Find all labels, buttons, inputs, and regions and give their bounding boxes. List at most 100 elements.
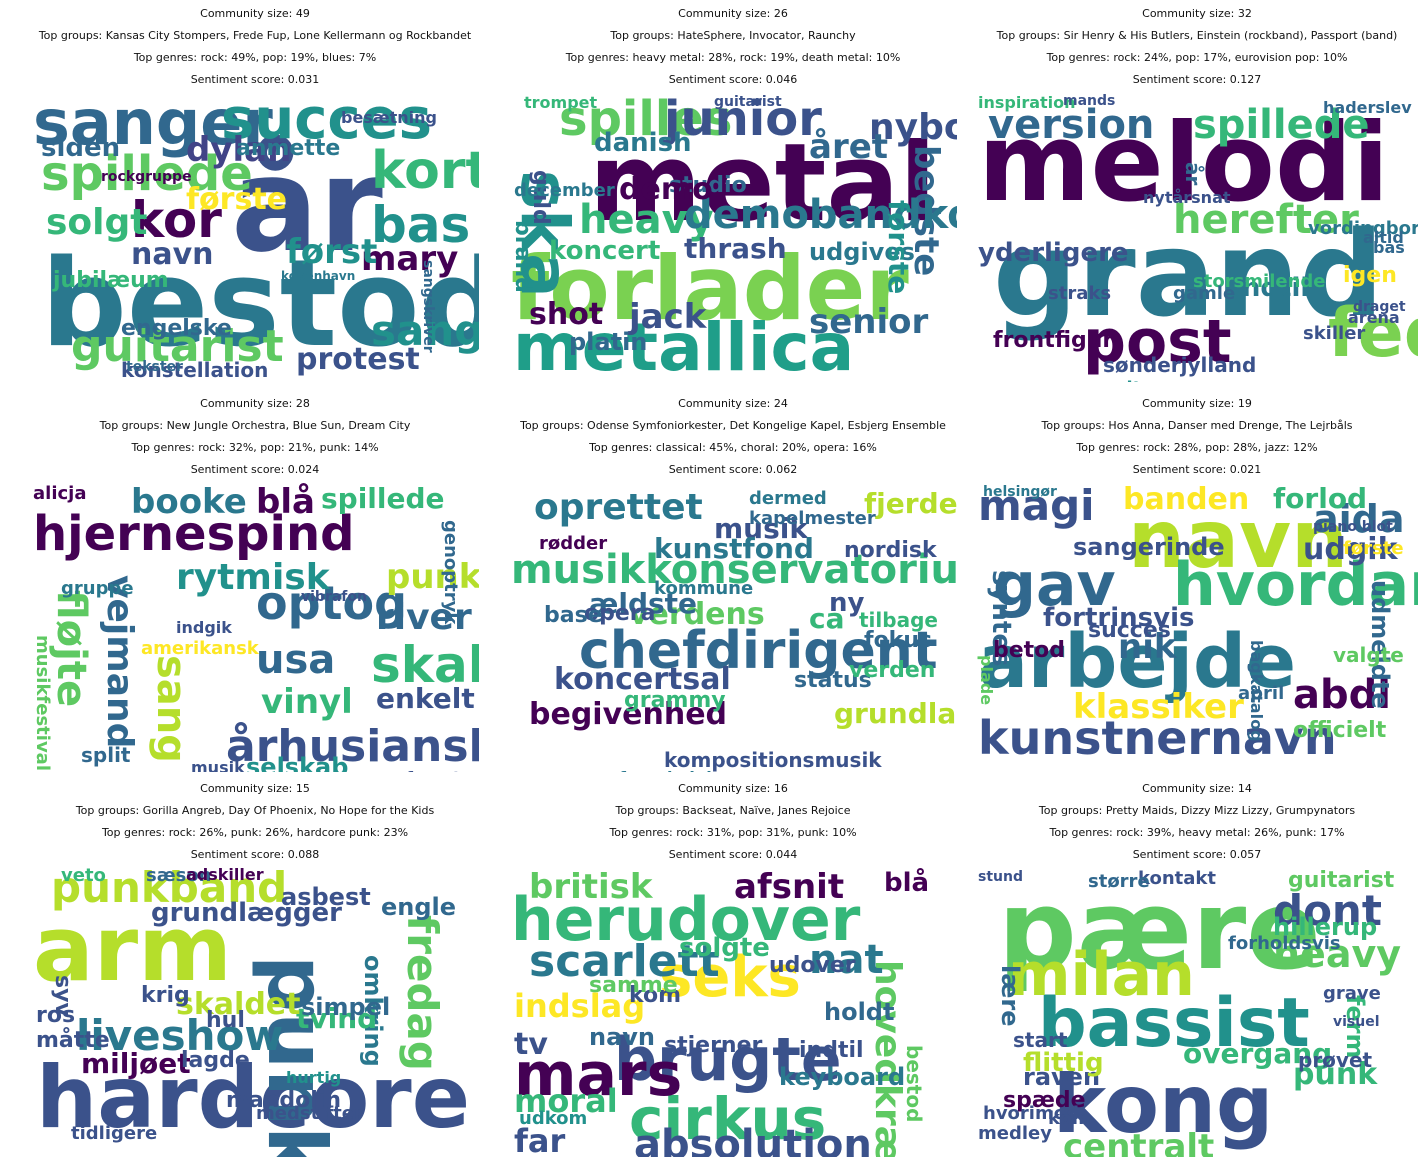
cloud-word: hvorimod	[983, 1103, 1079, 1124]
cloud-word: vejmand	[99, 575, 140, 749]
cloud-word: kontakt	[1138, 868, 1216, 889]
cloud-word: siden	[41, 133, 121, 163]
cloud-word: indslag	[514, 987, 646, 1025]
cloud-word: vinyl	[261, 682, 353, 722]
community-size-label: Community size: 24	[678, 397, 788, 410]
cloud-word: straks	[1048, 283, 1112, 304]
community-size-label: Community size: 28	[200, 397, 310, 410]
cloud-word: split	[81, 743, 131, 767]
cloud-word: overgang	[1183, 1037, 1333, 1070]
cloud-word: thrash	[684, 232, 787, 265]
sentiment-score-label: Sentiment score: 0.057	[1132, 848, 1262, 861]
sentiment-score-label: Sentiment score: 0.031	[190, 73, 320, 86]
cloud-word: vordingborg	[1308, 218, 1418, 239]
cloud-word: storsmilende	[1193, 271, 1326, 292]
cloud-word: herudover	[511, 885, 861, 955]
cloud-word: kort	[371, 141, 479, 201]
cloud-word: dermed	[749, 488, 827, 509]
top-genres-label: Top genres: rock: 32%, pop: 21%, punk: 1…	[131, 441, 379, 454]
cloud-word: lære	[996, 965, 1024, 1027]
word-cloud: arm hardcore punk punkband liveshow fredag gru…	[31, 865, 479, 1157]
cloud-word: bassist	[1038, 984, 1310, 1063]
cloud-word: tvind	[296, 1002, 378, 1035]
cloud-word: tilbage	[859, 608, 938, 632]
cloud-word: rockgruppe	[101, 169, 192, 185]
cloud-word: spilles	[559, 91, 733, 147]
cloud-word: raven	[1023, 1063, 1101, 1091]
cloud-word: sæson	[146, 865, 212, 886]
cloud-word: navn	[131, 237, 214, 272]
cloud-word: skak	[371, 636, 479, 694]
cloud-word: ældste	[589, 587, 698, 620]
cloud-word: guitarist	[714, 94, 782, 110]
cloud-word: punkband	[51, 865, 288, 912]
cloud-word: udgik	[1303, 532, 1398, 567]
word-cloud: herudover brugte cirkus mars seks scarlett abs…	[509, 865, 957, 1157]
cloud-word: lagde	[181, 1048, 250, 1073]
word-cloud: metal forlader metallica ska spilles junior ny…	[509, 90, 957, 382]
cloud-word: udover	[769, 953, 856, 978]
cloud-word: trompet	[524, 93, 598, 112]
wordcloud-panel: Community size: 24 Top groups: Odense Sym…	[509, 390, 957, 772]
cloud-word: chefdirigent	[579, 621, 938, 681]
cloud-word: bestod	[41, 235, 479, 374]
cloud-word: århusiansk	[226, 721, 479, 772]
cloud-word: post	[1083, 307, 1232, 377]
top-groups-label: Top groups: Gorilla Angreb, Day Of Phoen…	[75, 804, 435, 817]
cloud-word: stjerner	[664, 1033, 763, 1058]
cloud-word: arena	[1348, 308, 1400, 327]
cloud-word: første	[186, 182, 288, 217]
cloud-word: arbejde	[978, 619, 1297, 705]
cloud-word: metal	[589, 121, 937, 246]
cloud-word: selskab	[246, 753, 349, 772]
cloud-word: udgives	[809, 238, 915, 266]
cloud-word: spæde	[1003, 1088, 1086, 1113]
cloud-word: hul	[206, 1008, 245, 1033]
sentiment-score-label: Sentiment score: 0.024	[190, 463, 320, 476]
cloud-word: verdens	[629, 597, 765, 632]
cloud-word: senior	[809, 302, 929, 342]
cloud-word: centralt	[1063, 1127, 1215, 1157]
cloud-word: jack	[629, 297, 707, 337]
cloud-word: alicja	[33, 483, 87, 504]
sentiment-score-label: Sentiment score: 0.088	[190, 848, 320, 861]
cloud-word: forholdsvis	[1228, 933, 1341, 954]
cloud-word: afsnit	[734, 867, 845, 907]
cloud-word: farvet	[406, 770, 461, 773]
cloud-word: booke	[131, 482, 247, 522]
top-groups-label: Top groups: Odense Symfoniorkester, Det …	[520, 419, 946, 432]
cloud-word: inspiration	[978, 93, 1076, 112]
cloud-word: konstellation	[121, 358, 269, 382]
top-genres-label: Top genres: rock: 26%, punk: 26%, hardco…	[101, 826, 409, 839]
cloud-word: først	[286, 232, 378, 272]
cloud-word: hillerup	[1273, 913, 1378, 941]
cloud-word: junior	[664, 91, 822, 147]
wordcloud-panel: Community size: 19 Top groups: Hos Anna, …	[973, 390, 1418, 772]
cloud-word: fredag	[398, 915, 447, 1071]
cloud-word: magi	[978, 481, 1095, 530]
cloud-word: kunstnernavn	[978, 711, 1337, 765]
community-size-label: Community size: 26	[678, 7, 788, 20]
cloud-word: nytårsnat	[1143, 188, 1231, 207]
cloud-word: medley	[978, 1123, 1052, 1144]
sentiment-score-label: Sentiment score: 0.127	[1132, 73, 1262, 86]
community-size-label: Community size: 16	[678, 782, 788, 795]
cloud-word: kompositionsmusik	[664, 748, 882, 772]
cloud-word: kom	[629, 983, 682, 1008]
cloud-word: grundlagt	[834, 697, 957, 730]
cloud-word: yderligere	[978, 238, 1129, 268]
cloud-word: år	[231, 129, 383, 281]
cloud-word: sønderjylland	[1103, 353, 1257, 377]
cloud-word: status	[794, 668, 872, 693]
cloud-word: bestod	[902, 1045, 926, 1123]
top-groups-label: Top groups: Sir Henry & His Butlers, Ein…	[996, 29, 1398, 42]
sentiment-score-label: Sentiment score: 0.021	[1132, 463, 1262, 476]
cloud-word: grand	[993, 205, 1384, 343]
cloud-word: mary	[361, 239, 459, 279]
cloud-word: bas	[371, 196, 471, 254]
cloud-word: spillede	[41, 146, 253, 202]
cloud-word: base	[544, 603, 603, 628]
wordcloud-panel: Community size: 16 Top groups: Backseat, …	[509, 775, 957, 1157]
cloud-word: frontfigur	[993, 328, 1114, 353]
